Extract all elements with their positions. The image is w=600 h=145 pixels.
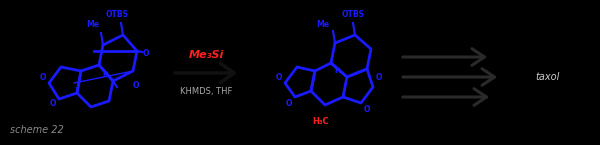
Text: H₃C: H₃C bbox=[313, 117, 329, 126]
Text: OTBS: OTBS bbox=[341, 10, 365, 19]
Text: Me₃Si: Me₃Si bbox=[188, 50, 224, 60]
Text: H: H bbox=[334, 68, 340, 74]
Text: O: O bbox=[364, 105, 370, 114]
Text: O: O bbox=[276, 72, 282, 81]
Text: Me: Me bbox=[317, 20, 329, 29]
Text: Me: Me bbox=[86, 20, 100, 29]
Text: O: O bbox=[143, 48, 149, 58]
Text: O: O bbox=[286, 98, 292, 107]
Text: taxol: taxol bbox=[536, 72, 560, 82]
Text: H: H bbox=[102, 72, 108, 78]
Text: O: O bbox=[133, 80, 139, 89]
Text: O: O bbox=[50, 98, 56, 107]
Text: O: O bbox=[376, 72, 382, 81]
Text: KHMDS, THF: KHMDS, THF bbox=[180, 87, 232, 96]
Text: O: O bbox=[40, 72, 46, 81]
Text: scheme 22: scheme 22 bbox=[10, 125, 64, 135]
Text: OTBS: OTBS bbox=[106, 10, 128, 19]
